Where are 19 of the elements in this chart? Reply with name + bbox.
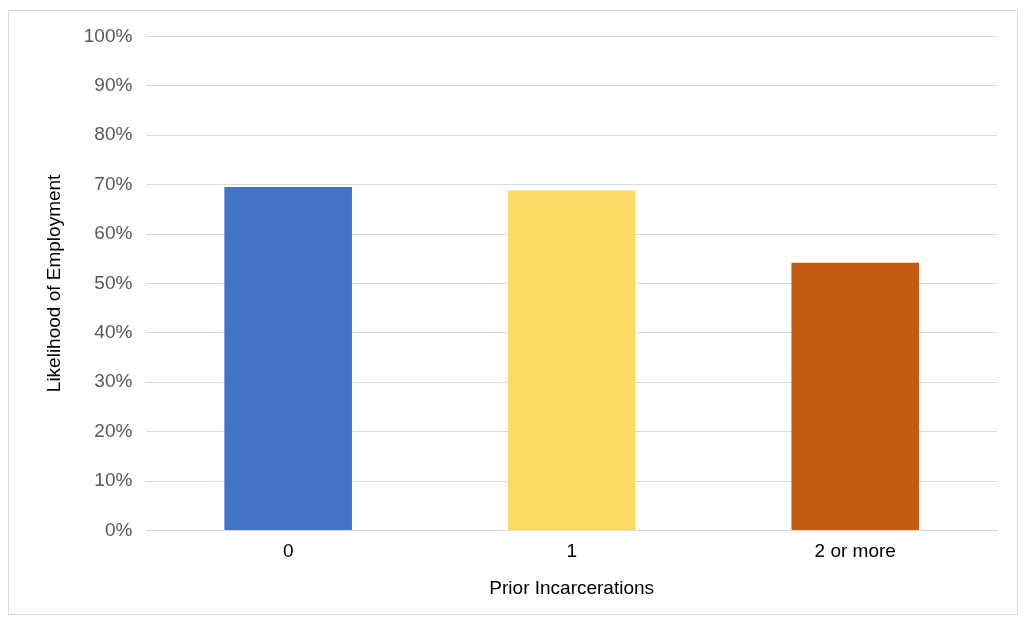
y-tick-label: 80%: [94, 123, 133, 145]
y-tick-label: 60%: [94, 222, 133, 244]
x-axis-title: Prior Incarcerations: [489, 576, 655, 598]
y-tick-label: 0%: [104, 518, 133, 540]
y-tick-label: 30%: [94, 370, 133, 392]
y-tick-label: 70%: [94, 172, 133, 194]
y-tick-label: 100%: [83, 24, 133, 46]
y-tick-label: 40%: [94, 321, 133, 343]
y-tick-label: 90%: [94, 74, 133, 96]
x-tick-label: 0: [282, 540, 294, 562]
x-tick-label: 2 or more: [814, 540, 896, 562]
x-tick-label: 1: [566, 540, 577, 562]
bar: [224, 187, 352, 530]
bar: [791, 262, 920, 530]
bar: [507, 190, 636, 530]
y-tick-label: 20%: [94, 419, 133, 441]
y-tick-label: 10%: [94, 469, 133, 491]
y-axis-title: Likelihood of Employment: [42, 173, 64, 393]
y-tick-label: 50%: [94, 271, 133, 293]
